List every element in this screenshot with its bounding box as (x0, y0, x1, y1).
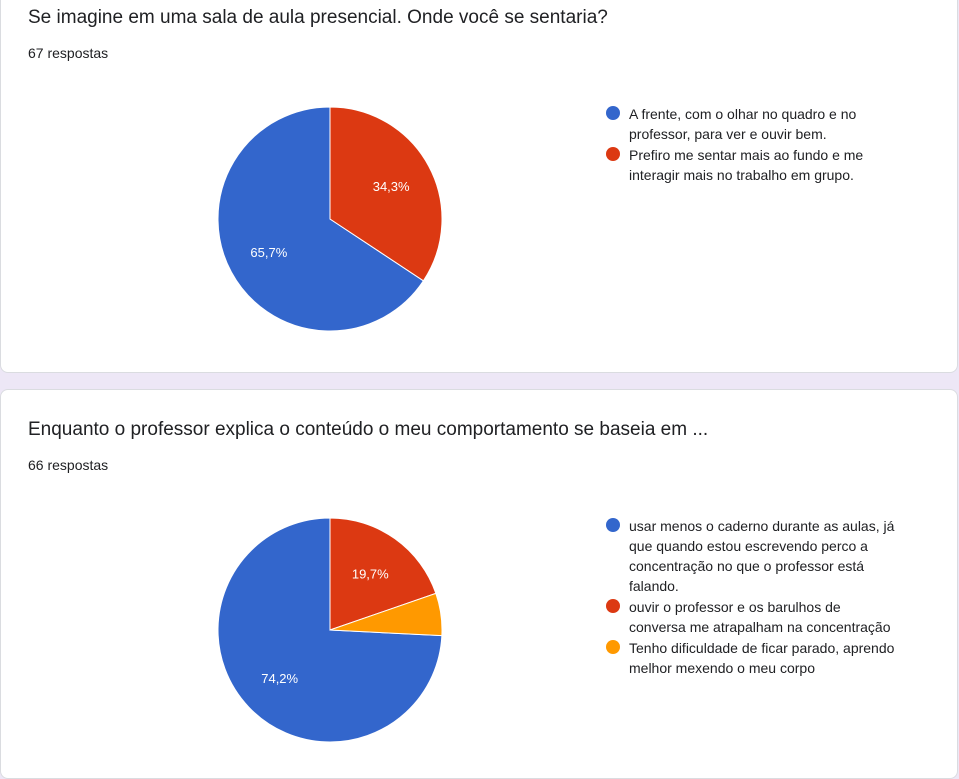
legend-entry: ouvir o professor e os barulhos de conve… (606, 597, 906, 637)
legend-swatch (606, 640, 620, 654)
chart-card-seating: Se imagine em uma sala de aula presencia… (0, 0, 958, 373)
legend-entry: A frente, com o olhar no quadro e no pro… (606, 104, 906, 144)
legend-label: A frente, com o olhar no quadro e no pro… (629, 106, 857, 142)
pie-slice (329, 592, 443, 637)
chart-legend: usar menos o caderno durante as aulas, j… (606, 516, 906, 679)
legend-swatch (606, 106, 620, 120)
pie-slice (329, 106, 443, 282)
response-count: 67 respostas (28, 45, 109, 61)
pie-slice (329, 517, 437, 631)
chart-legend: A frente, com o olhar no quadro e no pro… (606, 104, 906, 186)
legend-entry: Prefiro me sentar mais ao fundo e me int… (606, 145, 906, 185)
legend-swatch (606, 599, 620, 613)
slice-data-label: 34,3% (373, 179, 410, 194)
slice-data-label: 19,7% (352, 566, 389, 581)
slice-data-label: 74,2% (261, 671, 298, 686)
response-count: 66 respostas (28, 457, 109, 473)
pie-chart: 65,7% 34,3% (217, 106, 443, 332)
chart-title: Se imagine em uma sala de aula presencia… (28, 7, 608, 28)
legend-label: Tenho dificuldade de ficar parado, apren… (629, 640, 895, 676)
chart-card-behavior: Enquanto o professor explica o conteúdo … (0, 389, 958, 779)
legend-entry: usar menos o caderno durante as aulas, j… (606, 516, 906, 596)
legend-label: usar menos o caderno durante as aulas, j… (629, 518, 895, 594)
legend-swatch (606, 518, 620, 532)
legend-entry: Tenho dificuldade de ficar parado, apren… (606, 638, 906, 678)
legend-label: Prefiro me sentar mais ao fundo e me int… (629, 147, 864, 183)
legend-label: ouvir o professor e os barulhos de conve… (629, 599, 891, 635)
legend-swatch (606, 147, 620, 161)
pie-slice (217, 106, 425, 332)
chart-title: Enquanto o professor explica o conteúdo … (28, 419, 709, 440)
slice-data-label: 65,7% (250, 245, 287, 260)
pie-chart: 74,2% 19,7% (217, 517, 443, 743)
